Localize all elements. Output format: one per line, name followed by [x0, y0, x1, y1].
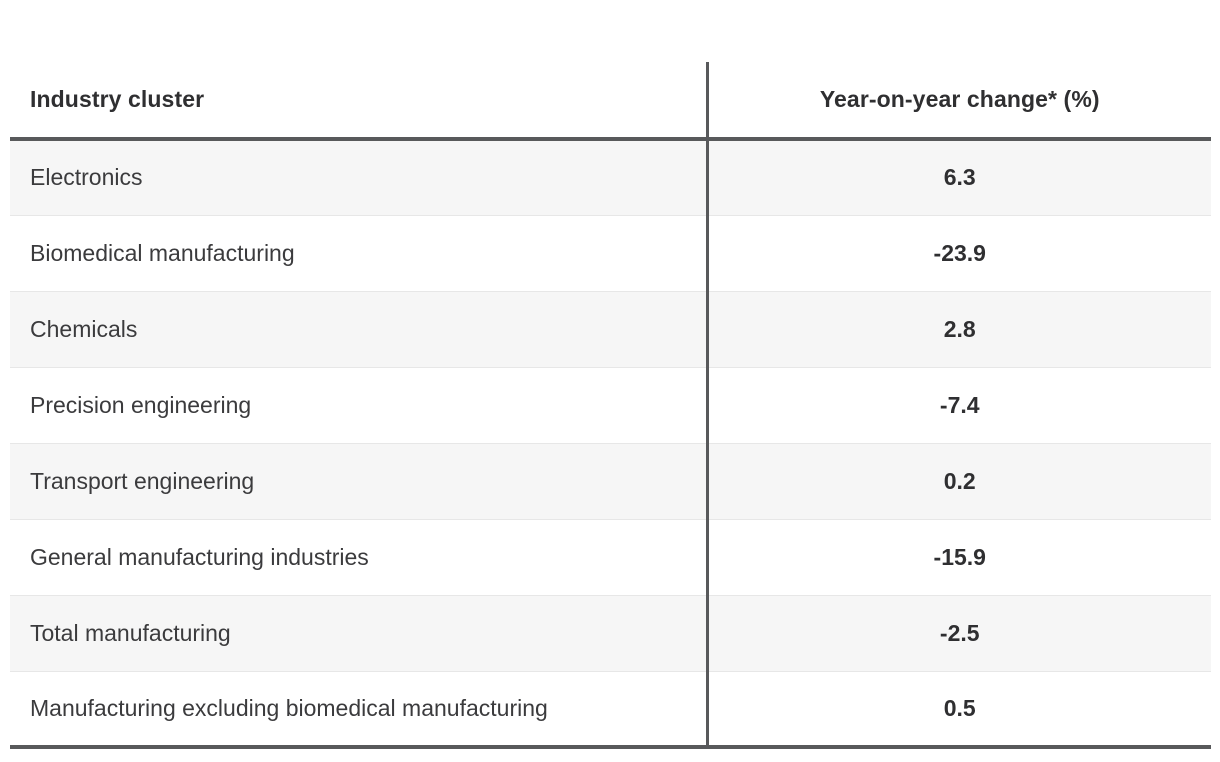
- table-row: Electronics 6.3: [10, 139, 1211, 215]
- cluster-label: Total manufacturing: [10, 594, 707, 671]
- table-row: General manufacturing industries -15.9: [10, 518, 1211, 595]
- table-body: Electronics 6.3 Biomedical manufacturing…: [10, 139, 1211, 749]
- change-value: 0.5: [705, 670, 1211, 749]
- column-header-yoy-change: Year-on-year change* (%): [705, 62, 1211, 141]
- header-row: Industry cluster Year-on-year change* (%…: [10, 62, 1211, 141]
- cluster-label: Transport engineering: [10, 442, 707, 519]
- change-value: 0.2: [705, 442, 1211, 519]
- table-row: Manufacturing excluding biomedical manuf…: [10, 670, 1211, 749]
- table-row: Transport engineering 0.2: [10, 442, 1211, 519]
- industry-change-table: Industry cluster Year-on-year change* (%…: [10, 62, 1211, 749]
- cluster-label: Electronics: [30, 164, 143, 191]
- change-value: -15.9: [705, 518, 1211, 595]
- change-value: -7.4: [705, 366, 1211, 443]
- cluster-label: Manufacturing excluding biomedical manuf…: [10, 670, 707, 749]
- column-header-industry-cluster: Industry cluster: [10, 62, 707, 141]
- change-value: 2.8: [705, 290, 1211, 367]
- table-row: Chemicals 2.8: [10, 290, 1211, 367]
- change-value: -2.5: [705, 594, 1211, 671]
- cluster-label: General manufacturing industries: [10, 518, 707, 595]
- table-header: Industry cluster Year-on-year change* (%…: [10, 62, 1211, 141]
- change-value: -23.9: [705, 214, 1211, 291]
- cluster-label: Biomedical manufacturing: [10, 214, 707, 291]
- table-row: Biomedical manufacturing -23.9: [10, 214, 1211, 291]
- table-row: Total manufacturing -2.5: [10, 594, 1211, 671]
- industry-change-table-container: Industry cluster Year-on-year change* (%…: [10, 62, 1211, 749]
- cluster-label: Chemicals: [10, 290, 707, 367]
- cluster-label: Precision engineering: [10, 366, 707, 443]
- change-value: 6.3: [705, 139, 1211, 215]
- table-row: Precision engineering -7.4: [10, 366, 1211, 443]
